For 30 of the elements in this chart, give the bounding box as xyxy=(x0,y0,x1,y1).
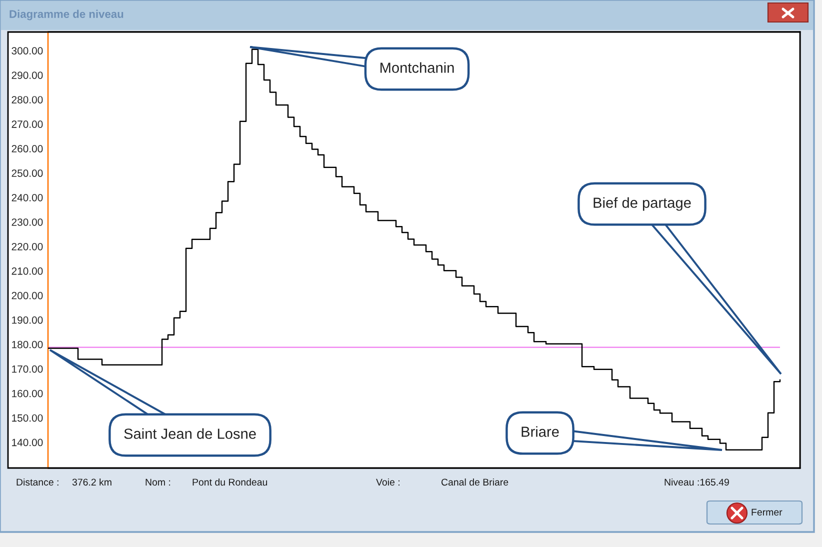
y-tick-label: 150.00 xyxy=(12,414,43,422)
text: Fermer xyxy=(752,508,782,516)
text: Pont du Rondeau xyxy=(192,478,268,486)
text: Voie : xyxy=(376,478,400,486)
y-tick-label: 180.00 xyxy=(12,340,43,348)
y-tick-label: 140.00 xyxy=(12,438,43,446)
y-tick-label: 250.00 xyxy=(12,170,43,177)
y-tick-label: 170.00 xyxy=(12,365,43,373)
y-tick-label: 240.00 xyxy=(12,194,43,202)
text: 376.2 km xyxy=(72,478,112,486)
y-tick-label: 160.00 xyxy=(12,390,43,398)
y-tick-label: 200.00 xyxy=(12,292,43,300)
text: Nom : xyxy=(146,478,170,486)
text: Niveau :165.49 xyxy=(664,478,729,486)
text: Distance : xyxy=(16,478,58,486)
annotation: Briare xyxy=(522,426,559,437)
y-tick-label: 220.00 xyxy=(12,242,43,250)
chart-title: Diagramme de niveau xyxy=(10,10,124,20)
y-tick-label: 270.00 xyxy=(12,120,43,128)
y-tick-label: 260.00 xyxy=(12,145,43,152)
y-tick-label: 210.00 xyxy=(12,267,43,275)
text: Canal de Briare xyxy=(441,478,508,486)
y-tick-label: 290.00 xyxy=(12,72,43,79)
annotation: Bief de partage xyxy=(594,197,691,211)
y-tick-label: 190.00 xyxy=(12,316,43,324)
y-tick-label: 230.00 xyxy=(12,218,43,226)
annotation: Saint Jean de Losne xyxy=(124,428,256,439)
y-tick-label: 280.00 xyxy=(12,96,43,104)
y-tick-label: 300.00 xyxy=(12,47,43,54)
annotation: Montchanin xyxy=(380,62,454,73)
